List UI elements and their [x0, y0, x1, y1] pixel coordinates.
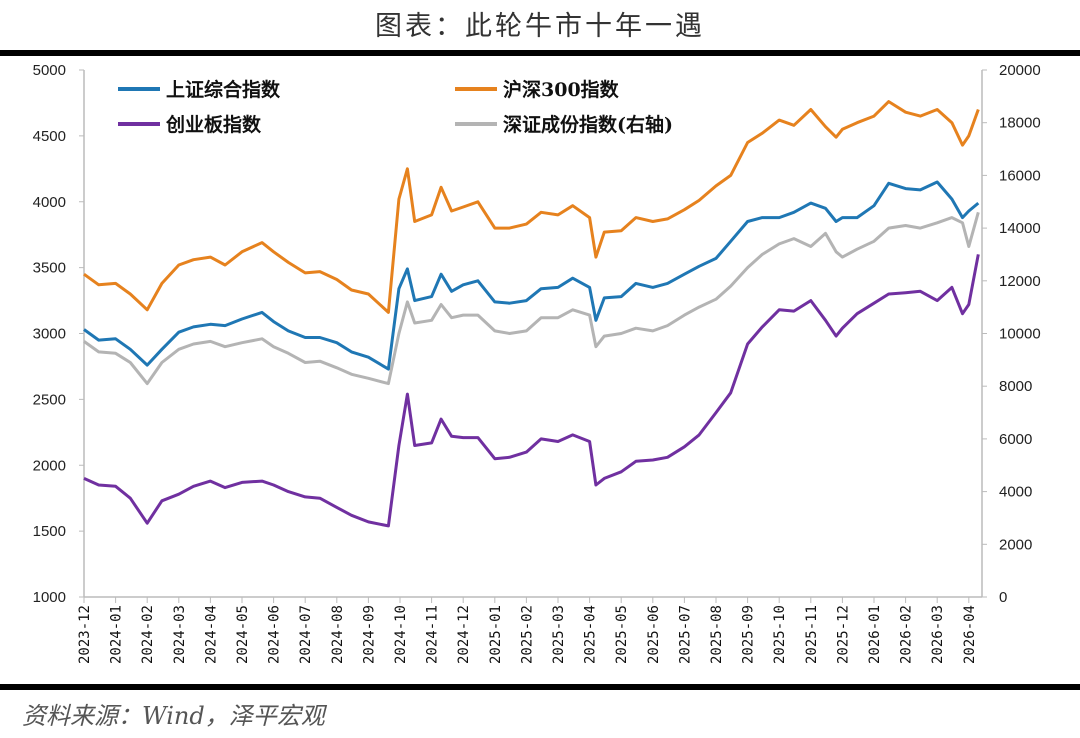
right-tick-label: 20000 — [999, 62, 1041, 79]
x-tick-label: 2024-06 — [267, 605, 283, 664]
left-tick-label: 4500 — [33, 128, 66, 145]
series-line-1 — [83, 100, 980, 314]
x-tick-label: 2025-06 — [646, 605, 662, 664]
legend-label: 沪深300指数 — [503, 78, 620, 101]
x-tick-label: 2024-04 — [203, 605, 219, 664]
x-tick-label: 2024-09 — [361, 605, 377, 664]
x-tick-label: 2024-05 — [235, 605, 251, 664]
left-tick-label: 1500 — [33, 523, 66, 540]
x-tick-label: 2024-01 — [109, 605, 125, 664]
left-tick-label: 3500 — [33, 260, 66, 277]
x-tick-label: 2025-10 — [772, 605, 788, 664]
chart-title: 图表：此轮牛市十年一遇 — [375, 11, 705, 42]
x-tick-label: 2024-10 — [393, 605, 409, 664]
x-tick-label: 2026-04 — [962, 605, 978, 664]
series-line-2 — [83, 254, 980, 528]
right-tick-label: 0 — [999, 589, 1007, 606]
x-tick-label: 2024-07 — [298, 605, 314, 664]
left-tick-label: 2500 — [33, 391, 66, 408]
x-tick-label: 2025-04 — [583, 605, 599, 664]
x-tick-label: 2025-08 — [709, 605, 725, 664]
right-tick-label: 14000 — [999, 220, 1041, 237]
series-line-0 — [83, 180, 980, 371]
x-tick-label: 2026-03 — [930, 605, 946, 664]
top-rule — [0, 50, 1080, 56]
left-tick-label: 4000 — [33, 194, 66, 211]
x-tick-label: 2025-01 — [488, 605, 504, 664]
left-tick-label: 3000 — [33, 326, 66, 343]
right-tick-label: 12000 — [999, 273, 1041, 290]
x-tick-label: 2023-12 — [77, 605, 93, 664]
left-tick-label: 2000 — [33, 457, 66, 474]
x-tick-label: 2025-05 — [614, 605, 630, 664]
x-tick-label: 2025-11 — [804, 605, 820, 664]
legend-label: 上证综合指数 — [166, 78, 281, 101]
x-tick-label: 2024-11 — [425, 605, 441, 664]
x-tick-label: 2025-12 — [835, 605, 851, 664]
series-line-3 — [83, 211, 980, 386]
left-tick-label: 5000 — [33, 62, 66, 79]
right-tick-label: 16000 — [999, 167, 1041, 184]
source-note: 资料来源：Wind，泽平宏观 — [22, 702, 325, 730]
x-tick-label: 2024-03 — [172, 605, 188, 664]
x-tick-label: 2025-03 — [551, 605, 567, 664]
x-tick-label: 2026-02 — [899, 605, 915, 664]
x-tick-label: 2026-01 — [867, 605, 883, 664]
right-tick-label: 6000 — [999, 431, 1032, 448]
legend-label: 深证成份指数(右轴) — [503, 113, 673, 136]
x-tick-label: 2024-02 — [140, 605, 156, 664]
right-tick-label: 10000 — [999, 326, 1041, 343]
left-tick-label: 1000 — [33, 589, 66, 606]
x-tick-label: 2025-09 — [741, 605, 757, 664]
x-tick-label: 2025-02 — [519, 605, 535, 664]
right-tick-label: 2000 — [999, 536, 1032, 553]
right-tick-label: 18000 — [999, 115, 1041, 132]
right-tick-label: 8000 — [999, 378, 1032, 395]
x-tick-label: 2024-12 — [456, 605, 472, 664]
x-tick-label: 2025-07 — [677, 605, 693, 664]
right-tick-label: 4000 — [999, 484, 1032, 501]
bottom-rule — [0, 684, 1080, 690]
x-tick-label: 2024-08 — [330, 605, 346, 664]
legend-label: 创业板指数 — [165, 113, 262, 136]
